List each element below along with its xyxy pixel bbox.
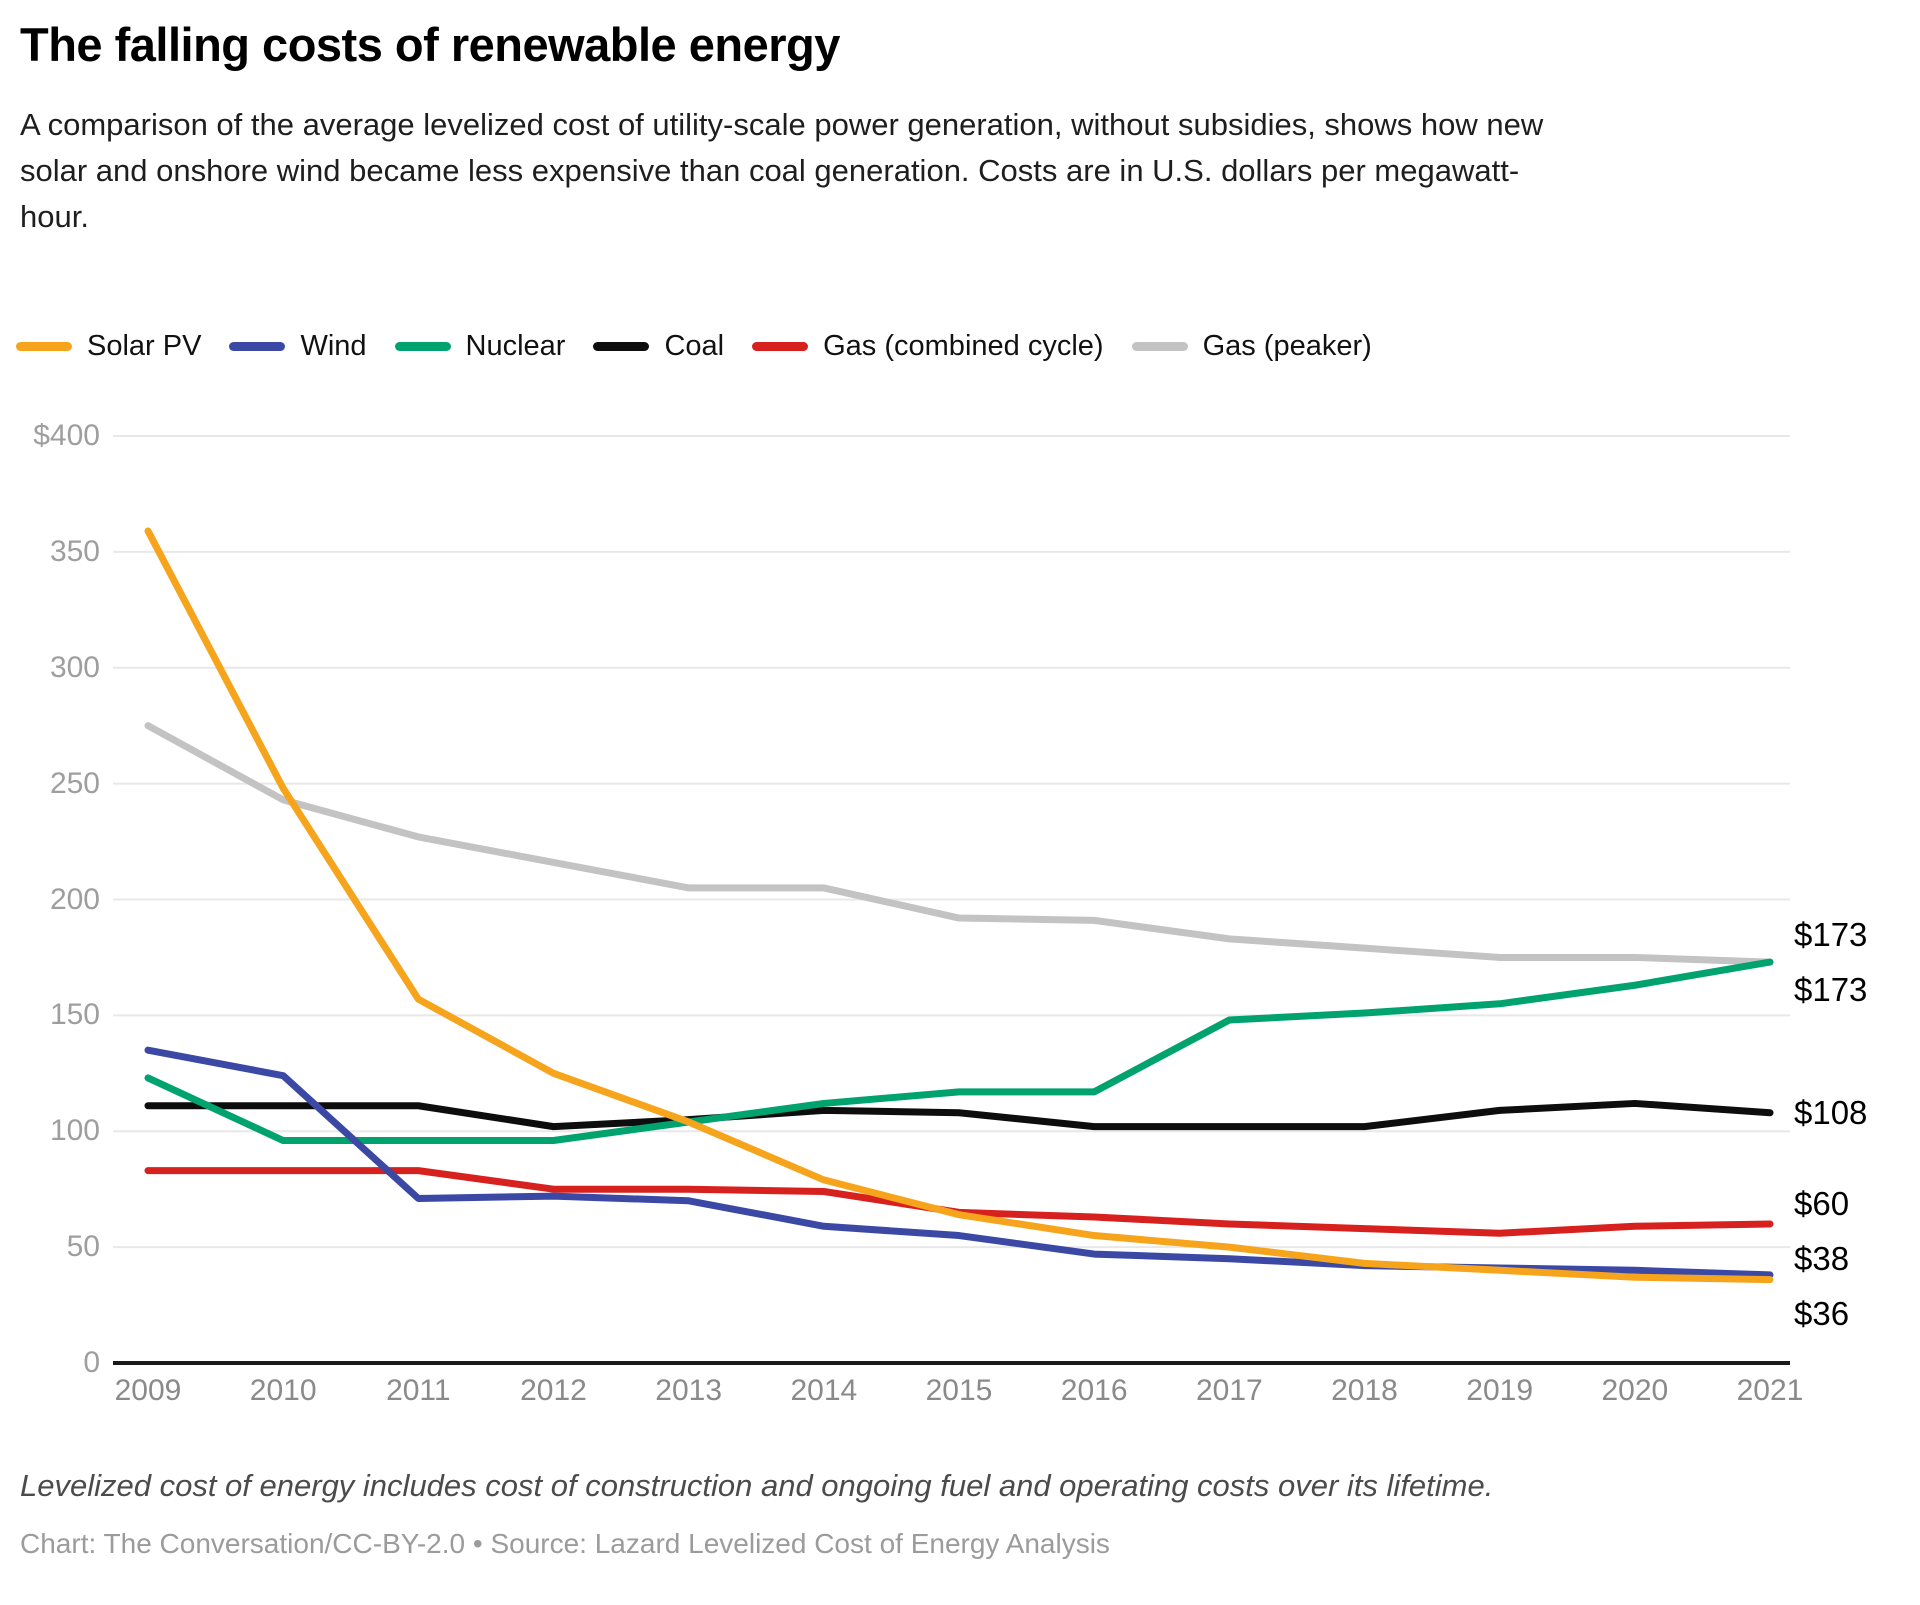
legend-swatch-solar-pv bbox=[16, 342, 72, 351]
legend-swatch-gas-combined-cycle bbox=[752, 342, 809, 351]
legend-item-solar-pv: Solar PV bbox=[16, 330, 201, 363]
legend-swatch-wind bbox=[229, 342, 286, 351]
x-tick-2014: 2014 bbox=[790, 1374, 858, 1407]
legend-swatch-gas-peaker bbox=[1131, 342, 1188, 351]
y-tick-100: 100 bbox=[49, 1114, 100, 1148]
legend-label-gas-combined-cycle: Gas (combined cycle) bbox=[823, 330, 1104, 362]
legend-item-nuclear: Nuclear bbox=[394, 330, 566, 363]
x-tick-2015: 2015 bbox=[925, 1374, 993, 1407]
y-tick-350: 350 bbox=[49, 534, 100, 568]
chart-subtitle: A comparison of the average levelized co… bbox=[20, 107, 1544, 234]
end-label-nuclear: $173 bbox=[1794, 970, 1868, 1008]
line-gas-combined-cycle bbox=[144, 1167, 1774, 1237]
legend-item-gas-combined-cycle: Gas (combined cycle) bbox=[752, 330, 1104, 363]
x-tick-2011: 2011 bbox=[386, 1374, 451, 1407]
legend-label-gas-peaker: Gas (peaker) bbox=[1202, 330, 1372, 362]
x-tick-2019: 2019 bbox=[1466, 1374, 1534, 1407]
legend-label-wind: Wind bbox=[300, 330, 367, 362]
y-tick-250: 250 bbox=[49, 766, 100, 800]
end-label-coal: $108 bbox=[1794, 1093, 1868, 1131]
legend-label-coal: Coal bbox=[664, 330, 725, 362]
chart-legend: Solar PV Wind Nuclear Coal Gas (combined cyc… bbox=[16, 330, 1372, 363]
credit-line: Chart: The Conversation/CC-BY-2.0 • Sour… bbox=[20, 1528, 1110, 1559]
legend-label-solar-pv: Solar PV bbox=[87, 330, 202, 362]
x-tick-2021: 2021 bbox=[1736, 1374, 1804, 1407]
page-title: The falling costs of renewable energy bbox=[20, 18, 840, 71]
legend-item-coal: Coal bbox=[593, 330, 724, 363]
line-wind bbox=[144, 1046, 1774, 1279]
line-solar-pv bbox=[144, 527, 1774, 1284]
y-tick-300: 300 bbox=[49, 650, 100, 684]
y-tick-400: $400 bbox=[33, 419, 100, 452]
legend-item-gas-peaker: Gas (peaker) bbox=[1131, 330, 1372, 363]
y-tick-150: 150 bbox=[49, 998, 100, 1032]
line-gas-peaker bbox=[144, 722, 1774, 966]
x-tick-2009: 2009 bbox=[114, 1374, 182, 1407]
legend-swatch-nuclear bbox=[394, 342, 451, 351]
legend-item-wind: Wind bbox=[229, 330, 367, 363]
x-tick-2010: 2010 bbox=[249, 1374, 317, 1407]
x-tick-2012: 2012 bbox=[520, 1374, 587, 1407]
end-label-wind: $38 bbox=[1794, 1240, 1850, 1278]
x-tick-2018: 2018 bbox=[1331, 1374, 1398, 1407]
footnote: Levelized cost of energy includes cost o… bbox=[20, 1468, 1494, 1503]
x-tick-2013: 2013 bbox=[655, 1374, 723, 1407]
legend-swatch-coal bbox=[593, 342, 650, 351]
legend-label-nuclear: Nuclear bbox=[465, 330, 566, 362]
y-tick-200: 200 bbox=[49, 882, 100, 916]
x-tick-2020: 2020 bbox=[1601, 1374, 1669, 1407]
line-coal bbox=[144, 1099, 1774, 1131]
x-tick-2016: 2016 bbox=[1060, 1374, 1128, 1407]
end-label-gas-peaker: $173 bbox=[1794, 915, 1868, 953]
x-tick-2017: 2017 bbox=[1195, 1374, 1263, 1407]
y-tick-50: 50 bbox=[66, 1230, 100, 1264]
end-label-gas-combined-cycle: $60 bbox=[1794, 1185, 1850, 1223]
line-nuclear bbox=[144, 958, 1774, 1145]
y-tick-0: 0 bbox=[83, 1346, 100, 1379]
end-label-solar-pv: $36 bbox=[1794, 1295, 1850, 1333]
